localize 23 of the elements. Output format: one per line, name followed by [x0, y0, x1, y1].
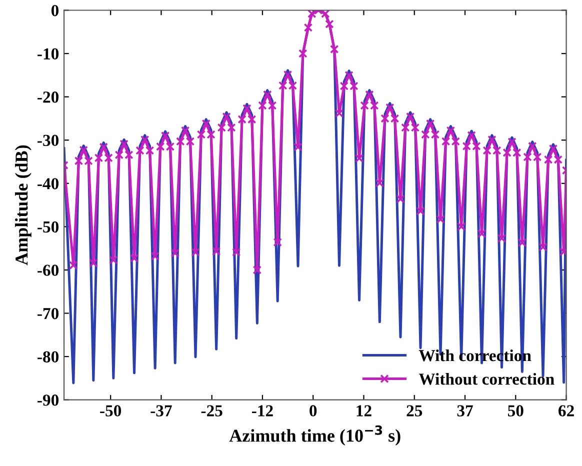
- y-tick-label: -40: [38, 178, 59, 190]
- x-tick-label: -12: [252, 405, 273, 416]
- y-tick-label: -70: [38, 308, 59, 320]
- x-tick-label: 25: [406, 405, 422, 416]
- y-tick-label: -30: [38, 134, 59, 146]
- x-tick-label: -25: [201, 405, 222, 416]
- x-tick-label: 50: [508, 405, 524, 416]
- y-tick-label: -10: [38, 48, 59, 60]
- x-tick-label: -50: [100, 405, 122, 416]
- y-tick-label: -90: [38, 394, 59, 406]
- x-tick-label: 37: [457, 405, 473, 416]
- x-tick-label: 62: [558, 405, 574, 416]
- x-tick-label: -37: [150, 405, 172, 416]
- legend-label: Without correction: [418, 373, 554, 385]
- y-tick-label: -60: [38, 264, 59, 276]
- y-tick-label: -50: [38, 221, 59, 233]
- y-tick-label: -80: [38, 351, 59, 362]
- x-tick-label: 0: [310, 405, 317, 416]
- y-tick-label: 0: [51, 4, 59, 16]
- x-axis-title: Azimuth time (10$^{−3}$ s): [229, 425, 400, 446]
- y-tick-label: -20: [38, 92, 59, 103]
- x-tick-label: 12: [356, 405, 372, 416]
- y-axis-title: Amplitude (dB): [15, 145, 32, 266]
